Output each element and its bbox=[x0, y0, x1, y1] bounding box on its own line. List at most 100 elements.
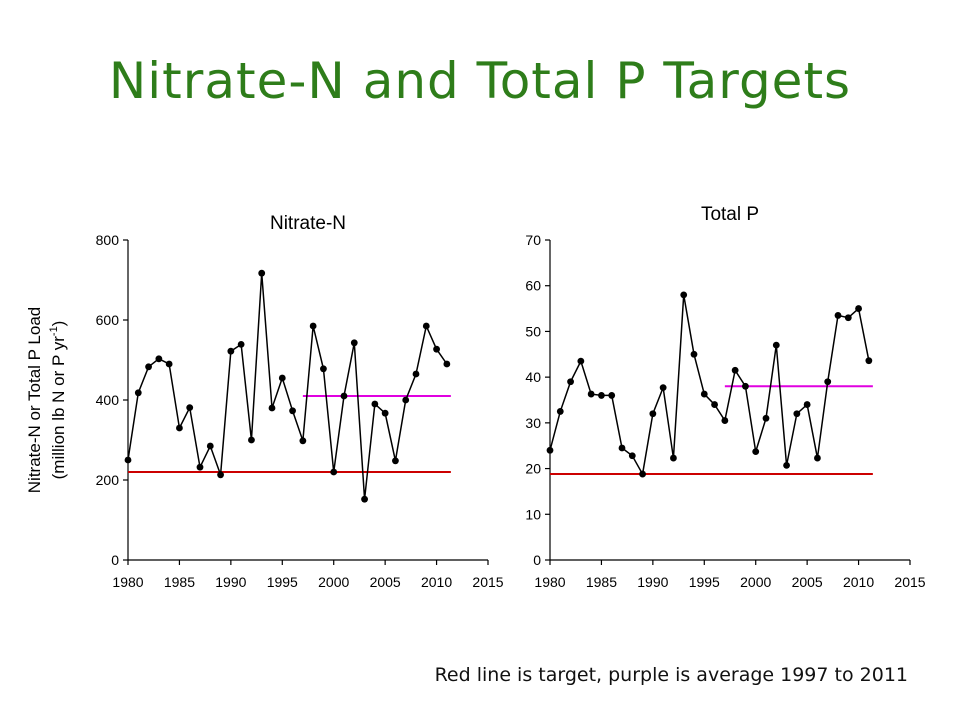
x-tick-label: 1990 bbox=[215, 574, 246, 590]
data-point bbox=[392, 457, 399, 465]
data-point bbox=[350, 339, 358, 347]
data-point bbox=[772, 341, 780, 349]
y-tick-label: 800 bbox=[96, 232, 120, 248]
data-point bbox=[834, 312, 842, 319]
data-point bbox=[227, 347, 235, 355]
y-tick-label: 0 bbox=[533, 552, 541, 568]
data-point bbox=[433, 345, 440, 353]
data-point bbox=[289, 407, 296, 415]
nitrate-n-chart: Nitrate-N 0 200 400 600 800 1980 1985 1990 1995 20… bbox=[96, 213, 504, 590]
x-tick-label: 2010 bbox=[421, 574, 452, 590]
y-axis-label-line1: Nitrate-N or Total P Load bbox=[25, 307, 44, 493]
y-axis-label-line2: (million lb N or P yr-1) bbox=[48, 321, 68, 480]
y-tick-label: 600 bbox=[96, 312, 120, 328]
y-tick-label: 70 bbox=[525, 232, 541, 248]
x-tick-label: 1980 bbox=[534, 574, 565, 590]
data-point bbox=[783, 461, 790, 469]
y-tick-label: 40 bbox=[525, 369, 541, 385]
data-point bbox=[690, 350, 698, 358]
data-point bbox=[567, 378, 574, 386]
data-point bbox=[752, 448, 760, 456]
x-tick-label: 2015 bbox=[472, 574, 503, 590]
x-tick-label: 2015 bbox=[894, 574, 925, 590]
data-point bbox=[577, 357, 585, 365]
data-point bbox=[268, 404, 276, 412]
data-point bbox=[762, 414, 770, 422]
data-point bbox=[711, 401, 718, 408]
data-point bbox=[670, 454, 677, 462]
data-point bbox=[700, 390, 708, 398]
data-point bbox=[206, 442, 214, 450]
x-tick-label: 2005 bbox=[792, 574, 823, 590]
data-point bbox=[124, 456, 132, 464]
data-point bbox=[237, 341, 245, 348]
data-point bbox=[134, 389, 142, 397]
data-point bbox=[412, 370, 420, 378]
x-tick-label: 2005 bbox=[370, 574, 401, 590]
data-point bbox=[196, 463, 204, 471]
x-tick-label: 2000 bbox=[740, 574, 771, 590]
data-point bbox=[443, 360, 451, 368]
caption-text: Red line is target, purple is average 19… bbox=[434, 664, 908, 686]
y-tick-label: 20 bbox=[525, 461, 541, 477]
data-point bbox=[731, 366, 739, 374]
data-point bbox=[649, 410, 657, 418]
data-point bbox=[742, 382, 749, 390]
y-tick-label: 400 bbox=[96, 392, 120, 408]
data-point bbox=[258, 269, 266, 277]
data-point bbox=[546, 446, 554, 454]
slide-title: Nitrate-N and Total P Targets bbox=[108, 52, 852, 110]
data-point bbox=[217, 471, 224, 479]
data-point bbox=[176, 424, 183, 432]
data-point bbox=[371, 400, 379, 408]
x-tick-label: 1995 bbox=[267, 574, 298, 590]
data-point bbox=[608, 392, 616, 399]
data-point bbox=[814, 454, 821, 462]
y-tick-label: 30 bbox=[525, 415, 541, 431]
y-tick-label: 0 bbox=[111, 552, 119, 568]
data-point bbox=[402, 396, 410, 404]
data-point bbox=[165, 360, 173, 368]
x-tick-label: 2000 bbox=[318, 574, 349, 590]
data-point bbox=[299, 437, 307, 445]
data-point bbox=[330, 468, 338, 476]
data-point bbox=[855, 305, 862, 312]
y-tick-label: 60 bbox=[525, 278, 541, 294]
x-tick-label: 1995 bbox=[689, 574, 720, 590]
data-point bbox=[361, 495, 368, 503]
data-point bbox=[186, 404, 194, 411]
chart-title: Nitrate-N bbox=[270, 213, 346, 234]
data-point bbox=[381, 409, 389, 417]
chart-title: Total P bbox=[701, 204, 759, 225]
data-point bbox=[803, 401, 811, 408]
x-tick-label: 1985 bbox=[586, 574, 617, 590]
data-point bbox=[824, 378, 832, 386]
x-tick-label: 1980 bbox=[112, 574, 143, 590]
y-tick-label: 10 bbox=[525, 506, 541, 522]
total-p-chart: Total P 0 10 20 30 40 50 60 70 1980 1985 1990 1995 20… bbox=[525, 204, 925, 590]
data-point bbox=[793, 410, 801, 418]
x-tick-label: 1990 bbox=[637, 574, 668, 590]
x-tick-label: 1985 bbox=[164, 574, 195, 590]
data-point bbox=[556, 408, 564, 415]
series-line bbox=[549, 294, 870, 477]
data-point bbox=[587, 390, 595, 398]
data-point bbox=[618, 444, 626, 452]
data-point bbox=[628, 452, 636, 460]
data-point bbox=[320, 365, 327, 373]
data-point bbox=[865, 357, 873, 365]
data-point bbox=[659, 384, 667, 392]
data-point bbox=[721, 417, 729, 424]
data-point bbox=[680, 291, 688, 299]
data-point bbox=[145, 363, 152, 371]
y-tick-label: 200 bbox=[96, 472, 120, 488]
y-tick-label: 50 bbox=[525, 323, 541, 339]
data-point bbox=[422, 322, 430, 330]
series-line bbox=[127, 273, 448, 500]
data-point bbox=[844, 314, 852, 322]
x-tick-label: 2010 bbox=[843, 574, 874, 590]
data-point bbox=[598, 392, 605, 399]
data-point bbox=[309, 322, 317, 330]
data-point bbox=[639, 470, 646, 478]
